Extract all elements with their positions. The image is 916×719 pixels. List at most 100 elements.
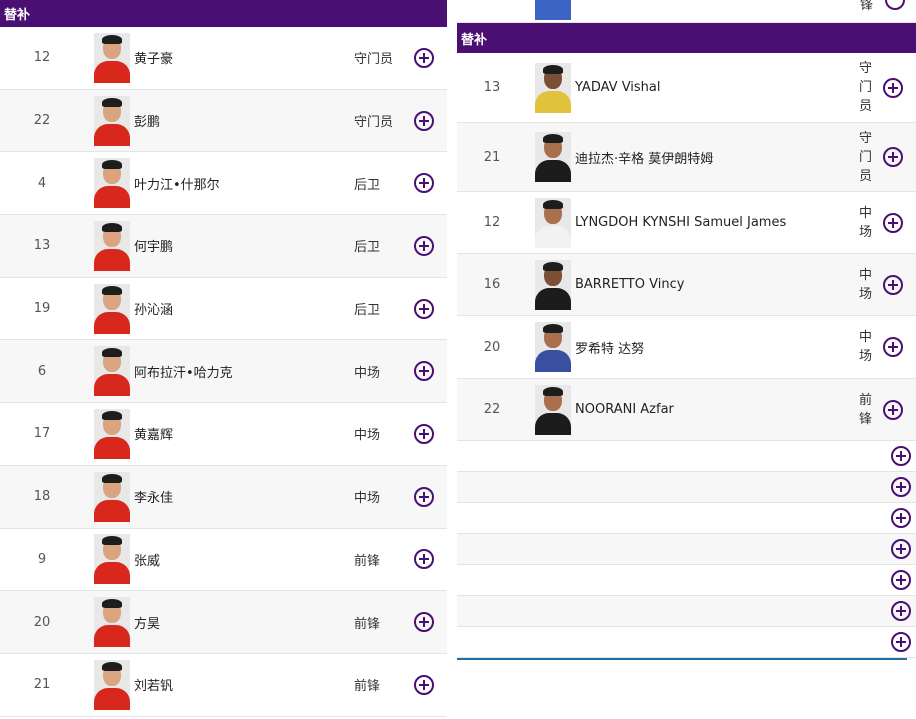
player-number: 17 bbox=[33, 426, 51, 442]
player-position: 后卫 bbox=[354, 240, 381, 256]
player-name: YADAV Vishal bbox=[575, 80, 661, 95]
player-number: 16 bbox=[483, 277, 501, 292]
player-number: 21 bbox=[33, 677, 51, 693]
add-icon[interactable] bbox=[414, 674, 434, 695]
player-photo bbox=[535, 62, 571, 113]
player-row: 9 张威 前锋 bbox=[0, 529, 447, 592]
add-icon[interactable] bbox=[891, 508, 911, 528]
player-photo bbox=[535, 384, 571, 435]
add-icon[interactable] bbox=[414, 235, 434, 256]
player-position: 守门员 bbox=[859, 61, 873, 114]
player-photo bbox=[94, 471, 130, 522]
player-row: 20 罗希特 达努 中场 bbox=[457, 316, 916, 379]
player-position: 中场 bbox=[859, 330, 873, 364]
player-number: 9 bbox=[37, 551, 47, 567]
add-icon[interactable] bbox=[891, 539, 911, 559]
player-list: 13 YADAV Vishal 守门员 21 迪拉杰·辛格 莫伊朗特姆 守门员 12 LYNG… bbox=[457, 53, 916, 441]
previous-row-stub: 锋 bbox=[457, 0, 916, 23]
player-position: 中场 bbox=[354, 491, 381, 507]
player-photo bbox=[535, 197, 571, 248]
player-row: 12 黄子豪 守门员 bbox=[0, 27, 447, 90]
player-number: 13 bbox=[483, 80, 501, 95]
add-icon[interactable] bbox=[891, 632, 911, 652]
player-row: 22 NOORANI Azfar 前锋 bbox=[457, 379, 916, 441]
player-row: 16 BARRETTO Vincy 中场 bbox=[457, 254, 916, 316]
player-position: 前锋 bbox=[354, 553, 381, 569]
player-photo bbox=[94, 346, 130, 397]
player-number: 12 bbox=[33, 50, 51, 66]
player-number: 20 bbox=[33, 614, 51, 630]
player-position: 守门员 bbox=[859, 130, 873, 184]
player-photo bbox=[535, 0, 571, 20]
add-icon[interactable] bbox=[414, 423, 434, 444]
add-icon[interactable] bbox=[891, 446, 911, 466]
player-number: 19 bbox=[33, 301, 51, 317]
player-row: 20 方昊 前锋 bbox=[0, 591, 447, 654]
player-name: 迪拉杰·辛格 莫伊朗特姆 bbox=[575, 151, 714, 167]
add-icon[interactable] bbox=[883, 77, 903, 98]
add-icon[interactable] bbox=[883, 399, 903, 420]
player-number: 13 bbox=[33, 238, 51, 254]
player-name: 孙沁涵 bbox=[134, 303, 174, 319]
player-position: 前锋 bbox=[859, 392, 873, 427]
left-team-substitutes: 替补 12 黄子豪 守门员 22 彭鹏 守门员 4 叶力江•什那尔 后卫 13 何宇鹏 后卫 19 孙沁涵… bbox=[0, 0, 447, 719]
add-icon[interactable] bbox=[891, 601, 911, 621]
player-photo bbox=[94, 220, 130, 271]
player-number: 22 bbox=[33, 113, 51, 129]
player-position: 中场 bbox=[354, 428, 381, 444]
add-icon[interactable] bbox=[414, 486, 434, 507]
player-name: LYNGDOH KYNSHI Samuel James bbox=[575, 215, 787, 230]
add-icon[interactable] bbox=[883, 274, 903, 295]
add-icon[interactable] bbox=[891, 570, 911, 590]
player-row: 22 彭鹏 守门员 bbox=[0, 89, 447, 153]
add-icon[interactable] bbox=[414, 47, 434, 68]
player-row: 4 叶力江•什那尔 后卫 bbox=[0, 152, 447, 216]
player-row: 21 刘若钒 前锋 bbox=[0, 654, 447, 717]
player-position: 中场 bbox=[859, 205, 873, 240]
player-photo bbox=[535, 322, 571, 372]
player-photo bbox=[94, 534, 130, 585]
player-photo bbox=[94, 158, 130, 209]
add-icon[interactable] bbox=[883, 337, 903, 357]
player-position: 后卫 bbox=[354, 177, 381, 193]
player-name: 黄子豪 bbox=[134, 52, 174, 68]
player-photo bbox=[94, 95, 130, 146]
add-icon[interactable] bbox=[414, 298, 434, 319]
player-photo bbox=[94, 32, 130, 83]
player-name: 刘若钒 bbox=[134, 679, 174, 695]
add-icon[interactable] bbox=[883, 212, 903, 233]
player-number: 6 bbox=[37, 363, 47, 379]
player-number: 4 bbox=[37, 175, 47, 191]
player-position: 锋 bbox=[860, 0, 874, 13]
player-row: 19 孙沁涵 后卫 bbox=[0, 278, 447, 341]
divider bbox=[457, 658, 907, 660]
player-photo bbox=[535, 132, 571, 182]
add-icon[interactable] bbox=[414, 173, 434, 194]
player-position: 守门员 bbox=[354, 115, 394, 131]
empty-slot-row bbox=[457, 534, 916, 565]
player-row: 13 YADAV Vishal 守门员 bbox=[457, 53, 916, 123]
add-icon[interactable] bbox=[883, 147, 903, 167]
player-number: 21 bbox=[483, 149, 501, 165]
player-position: 守门员 bbox=[354, 52, 394, 68]
player-photo bbox=[94, 659, 130, 710]
add-icon[interactable] bbox=[414, 549, 434, 570]
empty-slot-row bbox=[457, 565, 916, 596]
empty-slot-row bbox=[457, 596, 916, 627]
add-icon[interactable] bbox=[885, 0, 905, 10]
player-row: 17 黄嘉辉 中场 bbox=[0, 403, 447, 466]
add-icon[interactable] bbox=[414, 110, 434, 131]
player-name: 张威 bbox=[134, 553, 161, 569]
player-name: 阿布拉汗•哈力克 bbox=[134, 365, 233, 381]
add-icon[interactable] bbox=[891, 477, 911, 497]
player-photo bbox=[94, 597, 130, 648]
empty-slot-row bbox=[457, 503, 916, 534]
add-icon[interactable] bbox=[414, 612, 434, 633]
player-name: 彭鹏 bbox=[134, 115, 161, 131]
add-icon[interactable] bbox=[414, 361, 434, 382]
player-number: 22 bbox=[483, 402, 501, 417]
empty-slot-list bbox=[457, 441, 916, 658]
player-row: 6 阿布拉汗•哈力克 中场 bbox=[0, 340, 447, 404]
section-header: 替补 bbox=[0, 0, 447, 27]
player-row: 21 迪拉杰·辛格 莫伊朗特姆 守门员 bbox=[457, 123, 916, 192]
